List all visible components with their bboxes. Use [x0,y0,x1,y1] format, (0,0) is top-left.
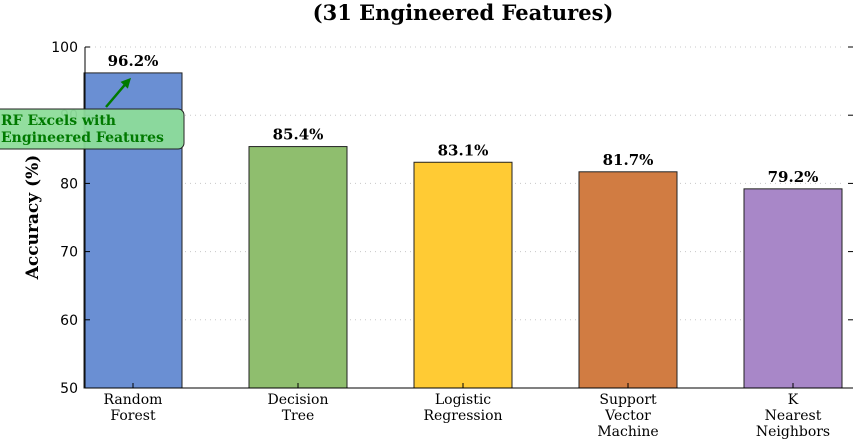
annotation: RF Excels with Engineered Features [0,77,185,150]
annotation-text: RF Excels with Engineered Features [1,113,164,146]
bar [248,146,348,389]
x-tick-labels: Random Forest Decision Tree Logistic Regressi… [104,392,831,440]
y-tick-labels: 5060708090100 [51,40,78,397]
y-tick-label: 100 [51,40,78,56]
data-label: 96.2% [108,52,159,70]
bar [413,161,513,389]
data-label: 85.4% [273,126,324,144]
annotation-arrowhead [120,77,131,89]
data-label: 83.1% [438,141,489,159]
y-tick-label: 50 [60,381,78,397]
data-label: 81.7% [603,151,654,169]
y-axis-label: Accuracy (%) [23,155,43,281]
x-tick-label: Logistic Regression [423,392,502,424]
x-tick-label: Support Vector Machine [597,392,658,440]
chart-title: (31 Engineered Features) [313,0,614,25]
y-tick-label: 60 [60,313,78,329]
bars [83,72,843,389]
data-label: 79.2% [768,168,819,186]
x-tick-label: Decision Tree [268,392,329,424]
bar [743,188,843,389]
y-tick-label: 70 [60,245,78,261]
y-tick-label: 80 [60,176,78,192]
annotation-box [0,108,185,150]
x-tick-label: K Nearest Neighbors [756,392,830,440]
axes [84,46,853,389]
data-labels: 96.2% 85.4% 83.1% 81.7% 79.2% [108,52,819,186]
bar [578,171,678,389]
x-tick-label: Random Forest [104,392,163,424]
